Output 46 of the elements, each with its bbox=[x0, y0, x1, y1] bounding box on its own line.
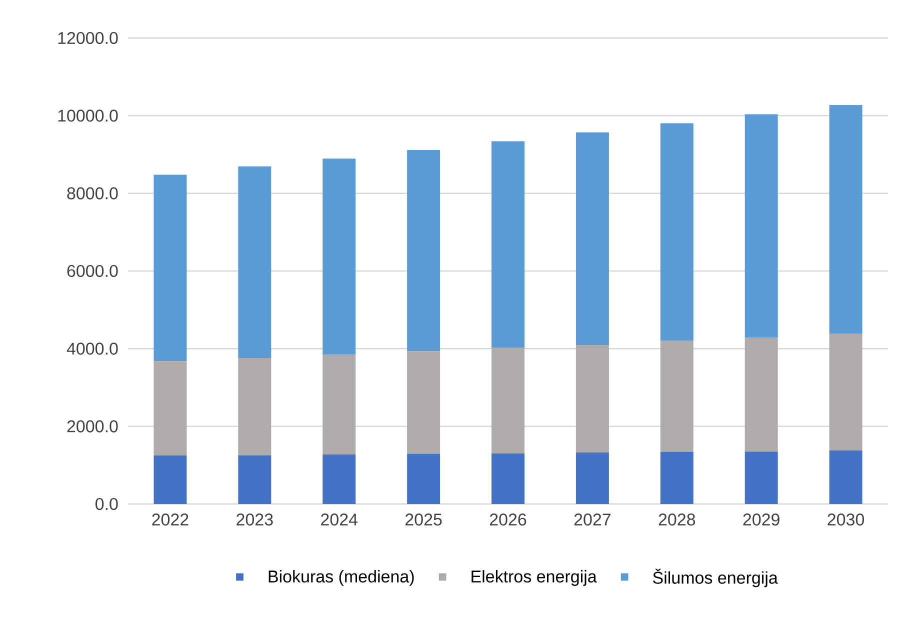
y-tick-label: 2000.0 bbox=[67, 420, 118, 432]
x-tick-label: 2024 bbox=[321, 514, 358, 526]
x-tick-label: 2026 bbox=[490, 514, 526, 526]
bar bbox=[660, 123, 694, 341]
x-tick-label: 2029 bbox=[743, 514, 780, 526]
x-tick-label: 2022 bbox=[152, 514, 188, 526]
bar bbox=[407, 150, 440, 352]
bar bbox=[576, 452, 609, 504]
bar bbox=[322, 354, 356, 454]
bar bbox=[322, 454, 356, 504]
bar bbox=[744, 338, 778, 452]
bar bbox=[407, 454, 440, 504]
legend-label: Elektros energija bbox=[472, 570, 597, 586]
bar bbox=[829, 104, 862, 334]
bar bbox=[407, 351, 440, 454]
bar bbox=[238, 166, 272, 358]
bar bbox=[154, 174, 187, 362]
bar bbox=[154, 361, 187, 456]
x-tick-label: 2030 bbox=[828, 514, 864, 526]
y-tick-label: 6000.0 bbox=[67, 264, 118, 278]
y-tick-label: 10000.0 bbox=[58, 110, 118, 122]
bar bbox=[829, 334, 862, 450]
bar bbox=[492, 454, 525, 504]
bar bbox=[154, 455, 187, 504]
bar bbox=[492, 141, 525, 348]
bar bbox=[322, 158, 356, 355]
y-tick-label: 4000.0 bbox=[66, 342, 118, 355]
x-tick-label: 2027 bbox=[574, 514, 610, 526]
x-tick-label: 2025 bbox=[406, 514, 442, 526]
y-tick-label: 0.0 bbox=[95, 498, 118, 510]
y-tick-label: 12000.0 bbox=[58, 32, 118, 44]
y-tick-label: 8000.0 bbox=[67, 187, 118, 200]
bar bbox=[492, 348, 525, 454]
legend-label: Biokuras (mediena) bbox=[268, 570, 414, 586]
bar bbox=[744, 452, 778, 504]
bar bbox=[660, 452, 694, 504]
bar bbox=[238, 358, 272, 456]
x-tick-label: 2028 bbox=[658, 514, 696, 526]
bar bbox=[576, 344, 609, 453]
bar bbox=[660, 340, 694, 452]
x-tick-label: 2023 bbox=[236, 514, 273, 526]
bar bbox=[238, 455, 272, 504]
legend-label: Šilumos energija bbox=[653, 568, 778, 588]
bar bbox=[744, 114, 778, 338]
bar bbox=[576, 132, 609, 345]
bar bbox=[829, 450, 862, 504]
